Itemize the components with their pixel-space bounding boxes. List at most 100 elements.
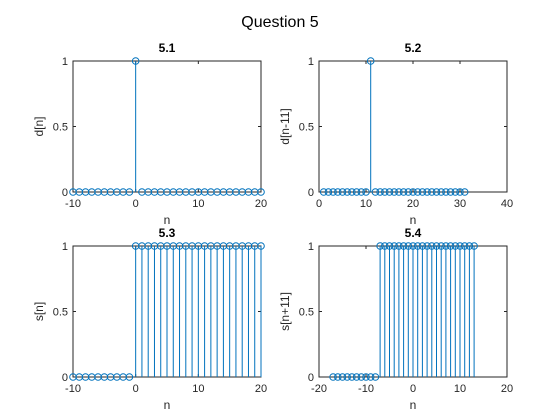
stem-marker xyxy=(125,188,134,196)
stem-marker xyxy=(131,57,140,65)
x-tick-label: 0 xyxy=(133,383,139,395)
stem-marker xyxy=(432,188,441,196)
x-tick-label: 0 xyxy=(410,383,416,395)
y-tick-label: 0.5 xyxy=(53,307,68,319)
stem-marker xyxy=(404,242,413,250)
x-axis-label: n xyxy=(164,213,171,227)
stem-marker xyxy=(465,242,474,250)
stem-marker xyxy=(446,188,455,196)
x-tick-label: 20 xyxy=(407,198,419,210)
stem-marker xyxy=(376,242,384,250)
y-tick-label: 0.5 xyxy=(299,307,314,319)
stem-marker xyxy=(352,188,361,196)
subplot-title: 5.2 xyxy=(405,41,422,55)
stem-marker xyxy=(437,188,446,196)
figure-title: Question 5 xyxy=(241,14,318,31)
subplot-4: -20 -10 0 10 20 0 0.5 1 5.4 n s[n+11] xyxy=(278,226,513,412)
stem-marker xyxy=(413,188,422,196)
x-tick-label: -10 xyxy=(65,198,81,210)
stem-marker xyxy=(371,188,380,196)
stem-marker xyxy=(352,373,361,381)
stem-marker xyxy=(329,373,337,381)
x-tick-label: 0 xyxy=(133,198,139,210)
stem-marker xyxy=(381,242,389,250)
y-tick-label: 1 xyxy=(308,56,314,68)
subplot-title: 5.4 xyxy=(405,226,422,240)
stem-marker xyxy=(442,242,450,250)
stem-marker xyxy=(395,188,403,196)
x-tick-label: 10 xyxy=(192,383,204,395)
x-tick-label: -10 xyxy=(358,383,374,395)
stem-marker xyxy=(460,242,469,250)
stem-marker xyxy=(413,242,422,250)
stem-marker xyxy=(399,242,408,250)
stem-marker xyxy=(442,188,450,196)
stem-marker xyxy=(371,373,380,381)
stem-marker xyxy=(385,188,394,196)
stem-marker xyxy=(324,188,333,196)
x-tick-label: -10 xyxy=(65,383,81,395)
stem-marker xyxy=(390,242,399,250)
stem-marker xyxy=(399,188,408,196)
stem-marker xyxy=(432,242,441,250)
y-tick-label: 1 xyxy=(62,241,68,253)
x-tick-label: 40 xyxy=(501,198,513,210)
stem-marker xyxy=(362,188,370,196)
stem-marker xyxy=(257,242,265,250)
y-tick-label: 0 xyxy=(308,372,314,384)
stem-marker xyxy=(385,242,394,250)
stem-marker xyxy=(409,242,417,250)
stem-marker xyxy=(125,373,134,381)
x-tick-label: 10 xyxy=(454,383,466,395)
x-tick-label: 10 xyxy=(360,198,372,210)
subplot-2: 0 10 20 30 40 0 0.5 1 5.2 n d[n-11] xyxy=(278,41,513,227)
stem-marker xyxy=(404,188,413,196)
stem-marker xyxy=(437,242,446,250)
y-tick-label: 0.5 xyxy=(53,122,68,134)
stem-marker xyxy=(343,373,352,381)
stem-marker xyxy=(362,373,370,381)
stem-marker xyxy=(357,188,366,196)
stem-marker xyxy=(423,242,431,250)
stem-marker xyxy=(418,188,427,196)
stem-marker xyxy=(348,188,356,196)
y-axis-label: s[n+11] xyxy=(278,292,292,331)
stem-marker xyxy=(456,188,464,196)
stem-marker xyxy=(348,373,356,381)
stem-marker xyxy=(366,373,375,381)
stem-marker xyxy=(451,188,460,196)
subplot-title: 5.3 xyxy=(159,226,176,240)
stem-marker xyxy=(343,188,352,196)
stem-marker xyxy=(409,188,417,196)
axes-box xyxy=(318,60,508,193)
stem-marker xyxy=(338,373,347,381)
x-tick-label: -20 xyxy=(311,383,327,395)
x-tick-label: 0 xyxy=(316,198,322,210)
stem-marker xyxy=(381,188,389,196)
stem-marker xyxy=(451,242,460,250)
stem-marker xyxy=(428,242,436,250)
x-tick-label: 10 xyxy=(192,198,204,210)
x-axis-label: n xyxy=(410,398,417,412)
stem-marker xyxy=(334,188,342,196)
y-tick-label: 1 xyxy=(62,56,68,68)
y-tick-label: 1 xyxy=(308,241,314,253)
stem-marker xyxy=(376,188,384,196)
y-tick-label: 0 xyxy=(62,187,68,199)
stem-marker xyxy=(334,373,342,381)
stem-marker xyxy=(257,188,265,196)
subplot-title: 5.1 xyxy=(159,41,176,55)
y-axis-label: d[n] xyxy=(32,116,46,136)
x-tick-label: 20 xyxy=(255,383,267,395)
stem-marker xyxy=(428,188,436,196)
stem-marker xyxy=(329,188,337,196)
stem-marker xyxy=(460,188,469,196)
stem-marker xyxy=(395,242,403,250)
stem-marker xyxy=(338,188,347,196)
y-tick-label: 0 xyxy=(308,187,314,199)
stem-marker xyxy=(470,242,478,250)
stem-marker xyxy=(366,57,375,65)
